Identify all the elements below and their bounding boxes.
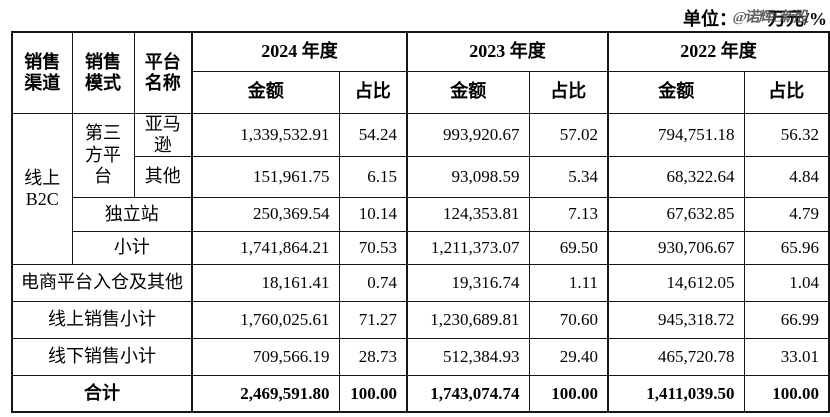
total-amount-2023: 1,743,074.74	[406, 374, 530, 413]
subtotal-b2c-amount-2023: 1,211,373.07	[406, 230, 530, 265]
offline-subtotal-ratio-2024: 28.73	[338, 337, 408, 376]
cell-mode-third-party: 第三 方平 台	[71, 112, 135, 198]
ecommerce-warehouse-amount-2022: 14,612.05	[607, 263, 745, 302]
other-ratio-2023: 5.34	[528, 155, 609, 198]
online-subtotal-amount-2024: 1,760,025.61	[191, 300, 340, 339]
cell-label-offline-subtotal: 线下销售小计	[11, 337, 193, 376]
ecommerce-warehouse-amount-2024: 18,161.41	[191, 263, 340, 302]
online-subtotal-ratio-2022: 66.99	[743, 300, 830, 339]
online-subtotal-ratio-2023: 70.60	[528, 300, 609, 339]
header-sales-mode: 销售 模式	[71, 31, 135, 114]
header-amount-2024: 金额	[191, 70, 340, 114]
header-ratio-2023: 占比	[528, 70, 609, 114]
unit-label: 单位：	[683, 9, 737, 29]
table-row-ecommerce-warehouse: 电商平台入仓及其他 18,161.41 0.74 19,316.74 1.11 …	[11, 263, 830, 302]
table-row-amazon: 线上 B2C 第三 方平 台 亚马 逊 1,339,532.91 54.24 9…	[11, 112, 830, 265]
cell-label-subtotal-b2c: 小计	[71, 230, 193, 265]
independent-site-ratio-2023: 7.13	[528, 196, 609, 232]
other-ratio-2022: 4.84	[743, 155, 830, 198]
subtotal-b2c-ratio-2022: 65.96	[743, 230, 830, 265]
amazon-amount-2024: 1,339,532.91	[191, 112, 340, 157]
header-year-2024: 2024 年度	[191, 31, 408, 72]
offline-subtotal-amount-2022: 465,720.78	[607, 337, 745, 376]
offline-subtotal-ratio-2023: 29.40	[528, 337, 609, 376]
cell-label-ecommerce-warehouse: 电商平台入仓及其他	[11, 263, 193, 302]
amazon-amount-2022: 794,751.18	[607, 112, 745, 157]
subtotal-b2c-amount-2022: 930,706.67	[607, 230, 745, 265]
total-amount-2024: 2,469,591.80	[191, 374, 340, 413]
amazon-amount-2023: 993,920.67	[406, 112, 530, 157]
total-ratio-2023: 100.00	[528, 374, 609, 413]
table-header-row-years: 销售 渠道 销售 模式 平台 名称 2024 年度 2023 年度 2022 年…	[11, 31, 830, 114]
ecommerce-warehouse-ratio-2022: 1.04	[743, 263, 830, 302]
watermark-text: @诺辉E新股	[731, 10, 809, 26]
cell-label-online-subtotal: 线上销售小计	[11, 300, 193, 339]
cell-channel-online-b2c: 线上 B2C	[11, 112, 73, 265]
independent-site-ratio-2024: 10.14	[338, 196, 408, 232]
amazon-ratio-2024: 54.24	[338, 112, 408, 157]
offline-subtotal-amount-2024: 709,566.19	[191, 337, 340, 376]
total-ratio-2024: 100.00	[338, 374, 408, 413]
independent-site-amount-2024: 250,369.54	[191, 196, 340, 232]
header-sales-channel: 销售 渠道	[11, 31, 73, 114]
table-row-independent-site: 独立站 250,369.54 10.14 124,353.81 7.13 67,…	[12, 196, 830, 232]
sales-breakdown-table: 销售 渠道 销售 模式 平台 名称 2024 年度 2023 年度 2022 年…	[11, 31, 830, 414]
subtotal-b2c-ratio-2023: 69.50	[528, 230, 609, 265]
total-amount-2022: 1,411,039.50	[607, 374, 745, 413]
ecommerce-warehouse-amount-2023: 19,316.74	[406, 263, 530, 302]
total-ratio-2022: 100.00	[743, 374, 830, 413]
header-year-2023: 2023 年度	[406, 31, 609, 72]
cell-platform-amazon: 亚马 逊	[133, 112, 193, 157]
table-row-online-subtotal: 线上销售小计 1,760,025.61 71.27 1,230,689.81 7…	[11, 300, 830, 339]
other-amount-2024: 151,961.75	[191, 155, 340, 198]
online-subtotal-amount-2022: 945,318.72	[607, 300, 745, 339]
unit-value: 万元/%	[767, 9, 827, 29]
unit-note: 单位： 万元/% @诺辉E新股	[683, 5, 827, 31]
cell-label-independent-site: 独立站	[71, 196, 193, 232]
table-row-offline-subtotal: 线下销售小计 709,566.19 28.73 512,384.93 29.40…	[11, 337, 830, 376]
ecommerce-warehouse-ratio-2024: 0.74	[338, 263, 408, 302]
offline-subtotal-amount-2023: 512,384.93	[406, 337, 530, 376]
independent-site-amount-2022: 67,632.85	[607, 196, 745, 232]
amazon-ratio-2022: 56.32	[743, 112, 830, 157]
other-ratio-2024: 6.15	[338, 155, 408, 198]
offline-subtotal-ratio-2022: 33.01	[743, 337, 830, 376]
online-subtotal-ratio-2024: 71.27	[338, 300, 408, 339]
header-ratio-2024: 占比	[338, 70, 408, 114]
table-row-subtotal-b2c: 小计 1,741,864.21 70.53 1,211,373.07 69.50…	[12, 230, 830, 265]
header-year-2022: 2022 年度	[607, 31, 830, 72]
independent-site-ratio-2022: 4.79	[743, 196, 830, 232]
independent-site-amount-2023: 124,353.81	[406, 196, 530, 232]
cell-platform-other: 其他	[133, 155, 193, 198]
header-amount-2022: 金额	[607, 70, 745, 114]
amazon-ratio-2023: 57.02	[528, 112, 609, 157]
subtotal-b2c-ratio-2024: 70.53	[338, 230, 408, 265]
table-row-other-platform: 其他 151,961.75 6.15 93,098.59 5.34 68,322…	[12, 155, 830, 198]
other-amount-2023: 93,098.59	[406, 155, 530, 198]
subtotal-b2c-amount-2024: 1,741,864.21	[191, 230, 340, 265]
header-amount-2023: 金额	[406, 70, 530, 114]
unit-value-wrap: 万元/% @诺辉E新股	[732, 5, 827, 31]
table-header-row-metrics: 金额 占比 金额 占比 金额 占比	[12, 70, 830, 114]
header-platform-name: 平台 名称	[133, 31, 193, 114]
cell-label-total: 合计	[11, 374, 193, 413]
online-subtotal-amount-2023: 1,230,689.81	[406, 300, 530, 339]
other-amount-2022: 68,322.64	[607, 155, 745, 198]
table-row-total: 合计 2,469,591.80 100.00 1,743,074.74 100.…	[11, 374, 830, 413]
header-ratio-2022: 占比	[743, 70, 830, 114]
ecommerce-warehouse-ratio-2023: 1.11	[528, 263, 609, 302]
